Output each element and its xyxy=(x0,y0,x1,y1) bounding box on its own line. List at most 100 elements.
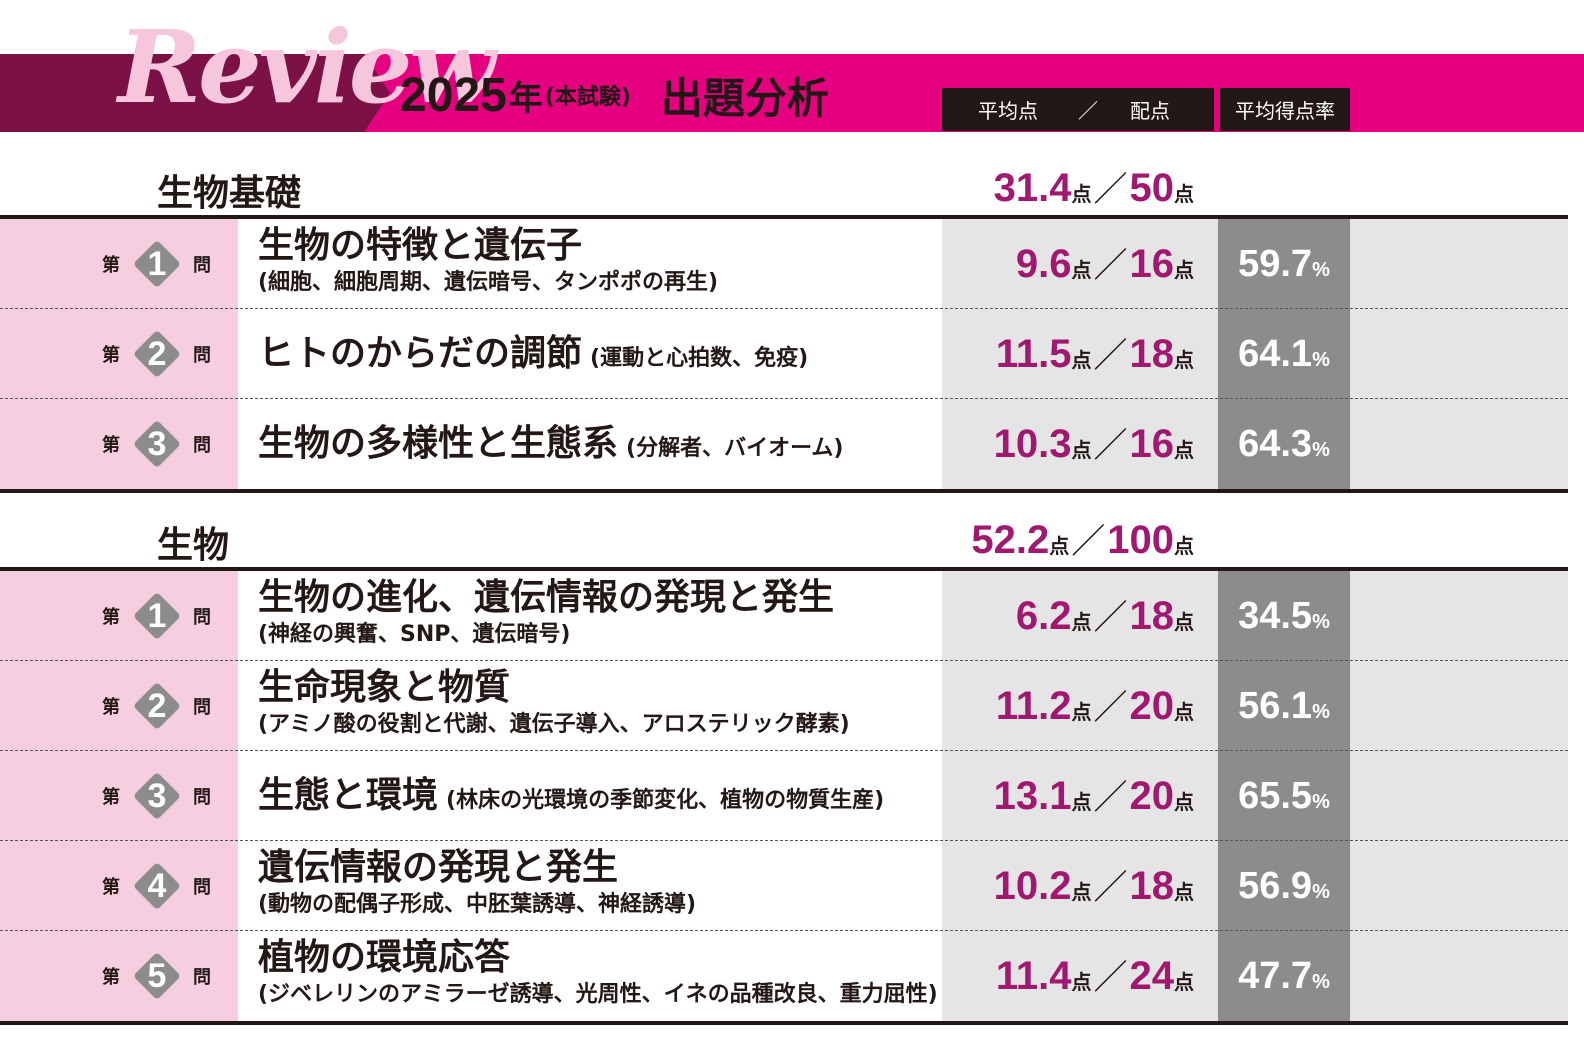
page-title: 2025 年 (本試験) 出題分析 xyxy=(400,60,829,130)
question-row: 第 3 問生態と環境 (林床の光環境の季節変化、植物の物質生産) 13.1点／20点 65… xyxy=(0,751,1568,841)
point-unit: 点 xyxy=(1071,260,1092,282)
score-cell xyxy=(942,219,1218,309)
question-subtopics: (運動と心拍数、免疫) xyxy=(590,346,809,371)
question-number: 2 xyxy=(147,335,167,373)
avg-score: 6.2 xyxy=(1015,594,1072,638)
avg-score: 9.6 xyxy=(1015,242,1072,286)
avg-score: 10.3 xyxy=(993,422,1072,466)
question-score: 11.5点／18点 xyxy=(942,309,1194,399)
header-logo-band xyxy=(0,54,364,132)
rate-value: 56.9 xyxy=(1238,865,1313,907)
percent-unit: % xyxy=(1312,791,1330,813)
percent-unit: % xyxy=(1312,259,1330,281)
dai-label: 第 xyxy=(102,345,120,366)
avg-score: 11.2 xyxy=(995,684,1072,728)
mon-label: 問 xyxy=(193,607,211,628)
question-row: 第 2 問ヒトのからだの調節 (運動と心拍数、免疫) 11.5点／18点 64.1% xyxy=(0,309,1568,399)
rate-value: 56.1 xyxy=(1238,685,1313,727)
row-divider xyxy=(0,398,1568,399)
slash: ／ xyxy=(1093,247,1128,285)
column-header-score: 平均点 ／ 配点 xyxy=(942,88,1214,131)
dai-label: 第 xyxy=(102,967,120,988)
question-rate: 47.7% xyxy=(1218,931,1350,1021)
rate-value: 34.5 xyxy=(1238,595,1313,637)
max-score: 18 xyxy=(1129,332,1175,376)
question-main-title: 生態と環境 xyxy=(258,775,439,816)
slash: ／ xyxy=(1093,427,1128,465)
mon-label: 問 xyxy=(193,435,211,456)
question-main-title: 植物の環境応答 xyxy=(258,937,511,978)
dai-label: 第 xyxy=(102,877,120,898)
col-sep-label: ／ xyxy=(1078,99,1098,123)
section-score: 52.2点／100点 xyxy=(942,514,1194,563)
question-number-cell xyxy=(0,841,238,931)
mon-label: 問 xyxy=(193,967,211,988)
rate-cell xyxy=(1218,399,1350,489)
section-rule-bottom xyxy=(0,1021,1568,1025)
question-row: 第 2 問 生命現象と物質 (アミノ酸の役割と代謝、遺伝子導入、アロステリック酵素) 11… xyxy=(0,661,1568,751)
question-subtopics: (分解者、バイオーム) xyxy=(626,436,844,461)
rate-value: 65.5 xyxy=(1238,775,1313,817)
question-rate: 59.7% xyxy=(1218,219,1350,309)
question-main-title: 生物の進化、遺伝情報の発現と発生 xyxy=(258,577,835,618)
exam-note: (本試験) xyxy=(544,85,631,110)
question-rate: 34.5% xyxy=(1218,571,1350,661)
max-score: 16 xyxy=(1129,422,1175,466)
slash: ／ xyxy=(1093,337,1128,375)
max-score: 50 xyxy=(1129,166,1175,210)
question-number-badge: 2 xyxy=(132,681,182,731)
point-unit: 点 xyxy=(1071,184,1092,206)
score-cell xyxy=(942,751,1218,841)
rate-value: 59.7 xyxy=(1238,243,1313,285)
question-number-badge: 3 xyxy=(132,771,182,821)
point-unit: 点 xyxy=(1071,702,1092,724)
title-main: 出題分析 xyxy=(660,73,829,123)
question-score: 10.2点／18点 xyxy=(942,841,1194,931)
blank-cell xyxy=(1350,931,1568,1021)
question-title: 生態と環境 (林床の光環境の季節変化、植物の物質生産) xyxy=(258,751,884,847)
review-logo: Review xyxy=(118,8,496,126)
question-number-cell xyxy=(0,219,238,309)
question-row: 第 4 問遺伝情報の発現と発生 (動物の配偶子形成、中胚葉誘導、神経誘導) 10.2点／… xyxy=(0,841,1568,931)
dai-label: 第 xyxy=(102,697,120,718)
question-rate: 56.1% xyxy=(1218,661,1350,751)
percent-unit: % xyxy=(1312,611,1330,633)
question-title: 生物の多様性と生態系 (分解者、バイオーム) xyxy=(258,399,843,495)
section-rule-top xyxy=(0,567,1568,571)
question-number-badge: 1 xyxy=(132,239,182,289)
question-number: 4 xyxy=(147,867,167,905)
blank-cell xyxy=(1350,399,1568,489)
percent-unit: % xyxy=(1312,439,1330,461)
max-score: 20 xyxy=(1129,684,1175,728)
year: 2025 xyxy=(400,68,507,122)
max-score: 24 xyxy=(1129,954,1175,998)
question-score: 11.4点／24点 xyxy=(942,931,1194,1021)
question-number-badge: 4 xyxy=(132,861,182,911)
blank-cell xyxy=(1350,309,1568,399)
row-divider xyxy=(0,840,1568,841)
question-title: 遺伝情報の発現と発生 (動物の配偶子形成、中胚葉誘導、神経誘導) xyxy=(258,845,696,919)
question-row: 第 1 問生物の特徴と遺伝子 (細胞、細胞周期、遺伝暗号、タンポポの再生) 9.6点／1… xyxy=(0,219,1568,309)
score-cell xyxy=(942,841,1218,931)
point-unit: 点 xyxy=(1071,440,1092,462)
point-unit: 点 xyxy=(1071,350,1092,372)
blank-cell xyxy=(1350,571,1568,661)
dai-label: 第 xyxy=(102,607,120,628)
slash: ／ xyxy=(1093,689,1128,727)
max-score: 20 xyxy=(1129,774,1175,818)
rate-cell xyxy=(1218,661,1350,751)
point-unit: 点 xyxy=(1071,612,1092,634)
point-unit: 点 xyxy=(1174,882,1194,904)
dai-label: 第 xyxy=(102,435,120,456)
max-score: 18 xyxy=(1129,594,1175,638)
question-score: 9.6点／16点 xyxy=(942,219,1194,309)
mon-label: 問 xyxy=(193,787,211,808)
point-unit: 点 xyxy=(1071,882,1092,904)
mon-label: 問 xyxy=(193,255,211,276)
row-divider xyxy=(0,660,1568,661)
question-number-badge: 2 xyxy=(132,329,182,379)
rate-cell xyxy=(1218,841,1350,931)
mon-label: 問 xyxy=(193,697,211,718)
mon-label: 問 xyxy=(193,345,211,366)
slash: ／ xyxy=(1093,171,1128,209)
